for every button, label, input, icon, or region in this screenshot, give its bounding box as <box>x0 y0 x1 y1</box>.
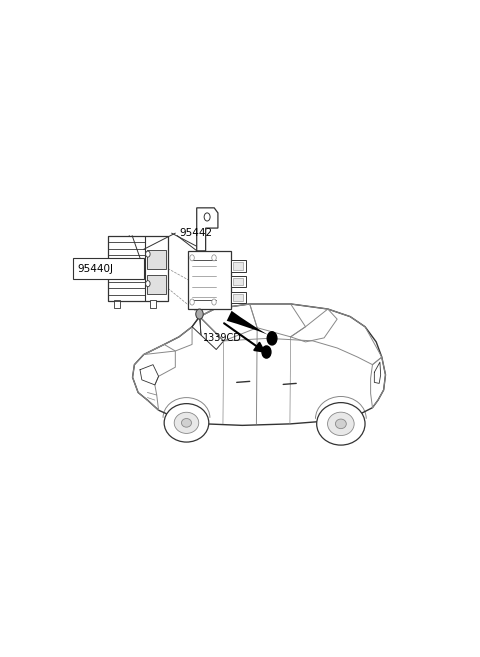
Ellipse shape <box>181 419 192 427</box>
Bar <box>231 260 246 272</box>
Bar <box>147 275 166 294</box>
Circle shape <box>145 251 150 257</box>
Ellipse shape <box>327 412 354 436</box>
Bar <box>231 292 246 303</box>
Bar <box>114 300 120 307</box>
Circle shape <box>212 255 216 261</box>
Ellipse shape <box>174 413 199 434</box>
Circle shape <box>204 213 210 221</box>
Bar <box>231 276 246 288</box>
Polygon shape <box>197 208 218 251</box>
Bar <box>233 278 243 286</box>
Ellipse shape <box>317 403 365 445</box>
Bar <box>233 262 243 270</box>
Circle shape <box>145 281 150 286</box>
Circle shape <box>190 299 194 305</box>
Circle shape <box>262 346 271 358</box>
Bar <box>73 258 144 279</box>
Ellipse shape <box>164 403 209 442</box>
Text: 95442: 95442 <box>179 228 212 238</box>
Circle shape <box>267 332 277 345</box>
Circle shape <box>196 309 203 319</box>
Bar <box>188 251 231 309</box>
Bar <box>233 294 243 301</box>
Text: 95440J: 95440J <box>77 263 113 273</box>
Bar <box>150 300 156 307</box>
Bar <box>108 236 168 302</box>
Circle shape <box>212 299 216 305</box>
Bar <box>147 250 166 269</box>
Circle shape <box>190 255 194 261</box>
Text: 1339CD: 1339CD <box>203 333 242 343</box>
Ellipse shape <box>336 419 346 428</box>
